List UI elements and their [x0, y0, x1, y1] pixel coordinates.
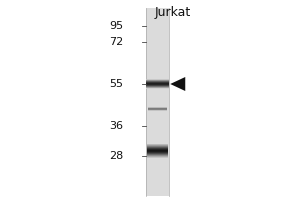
Text: 28: 28 [109, 151, 123, 161]
Text: 72: 72 [109, 37, 123, 47]
Polygon shape [170, 77, 185, 91]
Text: 55: 55 [109, 79, 123, 89]
Text: 36: 36 [109, 121, 123, 131]
Text: Jurkat: Jurkat [154, 6, 190, 19]
Text: 95: 95 [109, 21, 123, 31]
